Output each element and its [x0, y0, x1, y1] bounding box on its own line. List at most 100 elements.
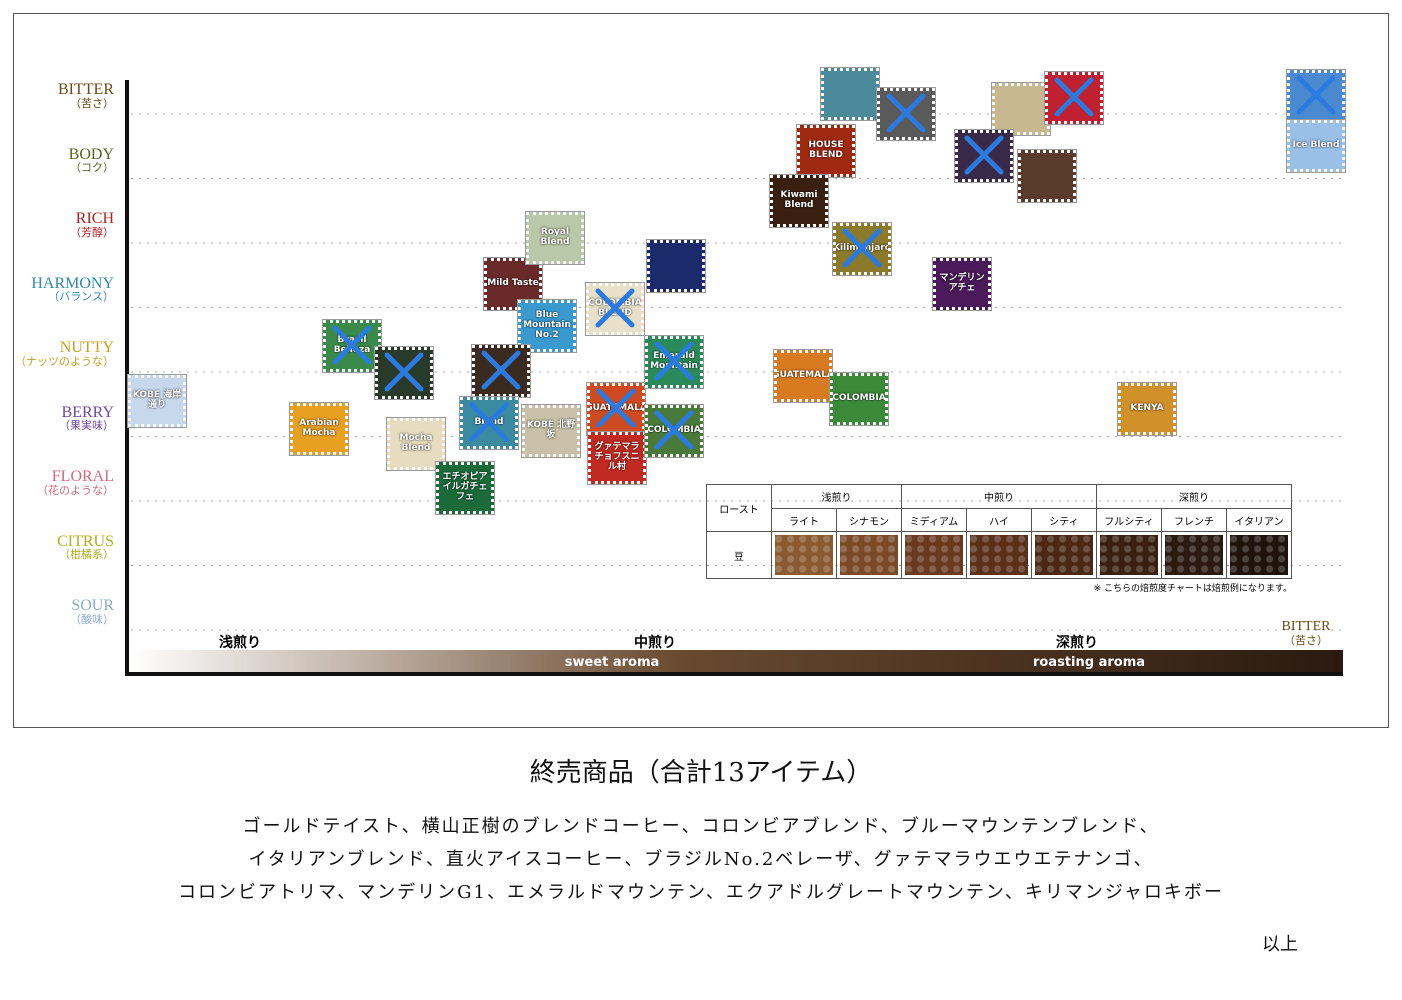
product-stamp: Arabian Mocha [289, 402, 349, 456]
table-row: ライト シナモン ミディアム ハイ シティ フルシティ フレンチ イタリアン [707, 508, 1292, 532]
roast-level: 深煎り [1056, 634, 1098, 651]
table-row: ロースト 浅煎り 中煎り 深煎り [706, 484, 1292, 532]
table-row-label: 豆 [706, 531, 772, 579]
roast-table-box: ロースト 浅煎り 中煎り 深煎り ライト シナモン ミディアム ハイ シティ フルシティ フレンチイ… [706, 484, 1292, 594]
product-stamp: HOUSE BLEND [796, 124, 856, 178]
product-stamp: KOBE 海岸通り [127, 374, 187, 428]
flavor-en: SOUR [71, 597, 114, 614]
flavor-label: HARMONY （バランス） [4, 274, 114, 304]
flavor-ja: （ナッツのような） [15, 355, 114, 368]
discontinued-mark [964, 135, 1004, 175]
bean-image [1165, 535, 1223, 575]
product-stamp: COLOMBIA [829, 372, 889, 426]
product-stamp: Ice Blend [1286, 119, 1346, 173]
roast-level: 浅煎り [219, 634, 261, 651]
flavor-en: FLORAL [51, 468, 114, 485]
discontinued-mark [384, 352, 424, 392]
discontinued-mark [469, 402, 509, 442]
flavor-ja: （コク） [70, 162, 114, 175]
discontinued-mark [1054, 77, 1094, 117]
product-stamp: KENYA [1117, 382, 1177, 436]
product-stamp: Mild Taste [483, 257, 543, 311]
flavor-ja: （花のような） [37, 484, 114, 497]
flavor-ja: （柑橘系） [59, 549, 114, 562]
roast-level-cell: イタリアン [1226, 508, 1292, 532]
flavor-ja: （果実味） [59, 420, 114, 433]
table-header: ロースト [706, 484, 772, 532]
flavor-ja: （芳醇） [70, 226, 114, 239]
bean-cell [966, 531, 1032, 579]
flavor-ja: （苦さ） [70, 97, 114, 110]
flavor-label: SOUR （酸味） [4, 597, 114, 626]
bean-cell [1031, 531, 1097, 579]
discontinued-layer [332, 75, 1336, 450]
roast-table: ロースト 浅煎り 中煎り 深煎り ライト シナモン ミディアム ハイ シティ フルシティ フレンチイ… [706, 484, 1292, 579]
roast-group: 深煎り [1096, 484, 1292, 509]
flavor-en: RICH [75, 210, 114, 227]
flavor-label: RICH （芳醇） [4, 210, 114, 239]
bean-cell [901, 531, 967, 579]
product-stamp: Kiwami Blend [769, 174, 829, 228]
roast-level-cell: ハイ [966, 508, 1032, 532]
flavor-en: NUTTY [59, 339, 114, 356]
product-stamp: Blue Mountain No.2 [517, 299, 577, 353]
product-stamp: Mocha Blend [386, 417, 446, 471]
footer-line: イタリアンブレンド、直火アイスコーヒー、ブラジルNo.2ベレーザ、グァテマラウエ… [248, 849, 1154, 870]
aroma-label: sweet aroma [565, 655, 660, 670]
flavor-ja: （バランス） [48, 291, 114, 304]
aroma-label: roasting aroma [1033, 655, 1145, 670]
footer-end: 以上 [1262, 934, 1298, 955]
flavor-label: BITTER （苦さ） [4, 81, 114, 110]
product-stamp: マンデリン アチェ [932, 257, 992, 311]
discontinued-mark [654, 341, 694, 381]
bean-image [970, 535, 1028, 575]
bean-image [775, 535, 833, 575]
product-stamp [820, 67, 880, 121]
roast-group: 中煎り [901, 484, 1097, 509]
footer-line: コロンビアトリマ、マンデリンG1、エメラルドマウンテン、エクアドルグレートマウン… [178, 882, 1224, 903]
product-stamp: グァテマラ チョフスニル村 [587, 431, 647, 485]
flavor-en: BODY [68, 145, 114, 163]
flavor-label: BODY （コク） [4, 145, 114, 175]
roast-level-cell: シティ [1031, 508, 1097, 532]
flavor-en: CITRUS [57, 532, 114, 550]
roast-level-cell: フルシティ [1096, 508, 1162, 532]
bean-cell [836, 531, 902, 579]
discontinued-mark [842, 228, 882, 268]
flavor-label: NUTTY （ナッツのような） [4, 339, 114, 368]
end-label-ja: （苦さ） [1284, 634, 1328, 647]
flavor-en: BERRY [61, 403, 114, 421]
product-stamp: KOBE 北野坂 [521, 404, 581, 458]
footer-title: 終売商品（合計13アイテム） [529, 758, 873, 788]
discontinued-mark [886, 93, 926, 133]
product-stamp: Royal Blend [525, 211, 585, 265]
discontinued-mark [596, 388, 636, 428]
roast-gradient [131, 650, 1343, 673]
roast-level-cell: シナモン [836, 508, 902, 532]
bean-cell [1161, 531, 1227, 579]
roast-level-cell: ミディアム [901, 508, 967, 532]
bean-image [1230, 535, 1288, 575]
roast-group: 浅煎り [771, 484, 902, 509]
discontinued-mark [332, 325, 372, 365]
flavor-en: HARMONY [31, 274, 114, 292]
discontinued-mark [595, 288, 635, 328]
product-stamp [1017, 149, 1077, 203]
bean-cell [1096, 531, 1162, 579]
bean-cell [771, 531, 837, 579]
bean-image [1035, 535, 1093, 575]
product-stamp [646, 239, 706, 293]
bean-image [840, 535, 898, 575]
bean-image [1100, 535, 1158, 575]
flavor-label: BERRY （果実味） [4, 403, 114, 433]
flavor-ja: （酸味） [70, 613, 114, 626]
discontinued-mark [1296, 75, 1336, 115]
flavor-en: BITTER [58, 81, 114, 98]
roast-level-cell: フレンチ [1161, 508, 1227, 532]
table-row: 豆 [706, 531, 1292, 579]
roast-level: 中煎り [634, 634, 676, 651]
product-stamp: エチオピア イルガチェフェ [435, 461, 495, 515]
discontinued-mark [654, 410, 694, 450]
bean-cell [1226, 531, 1292, 579]
